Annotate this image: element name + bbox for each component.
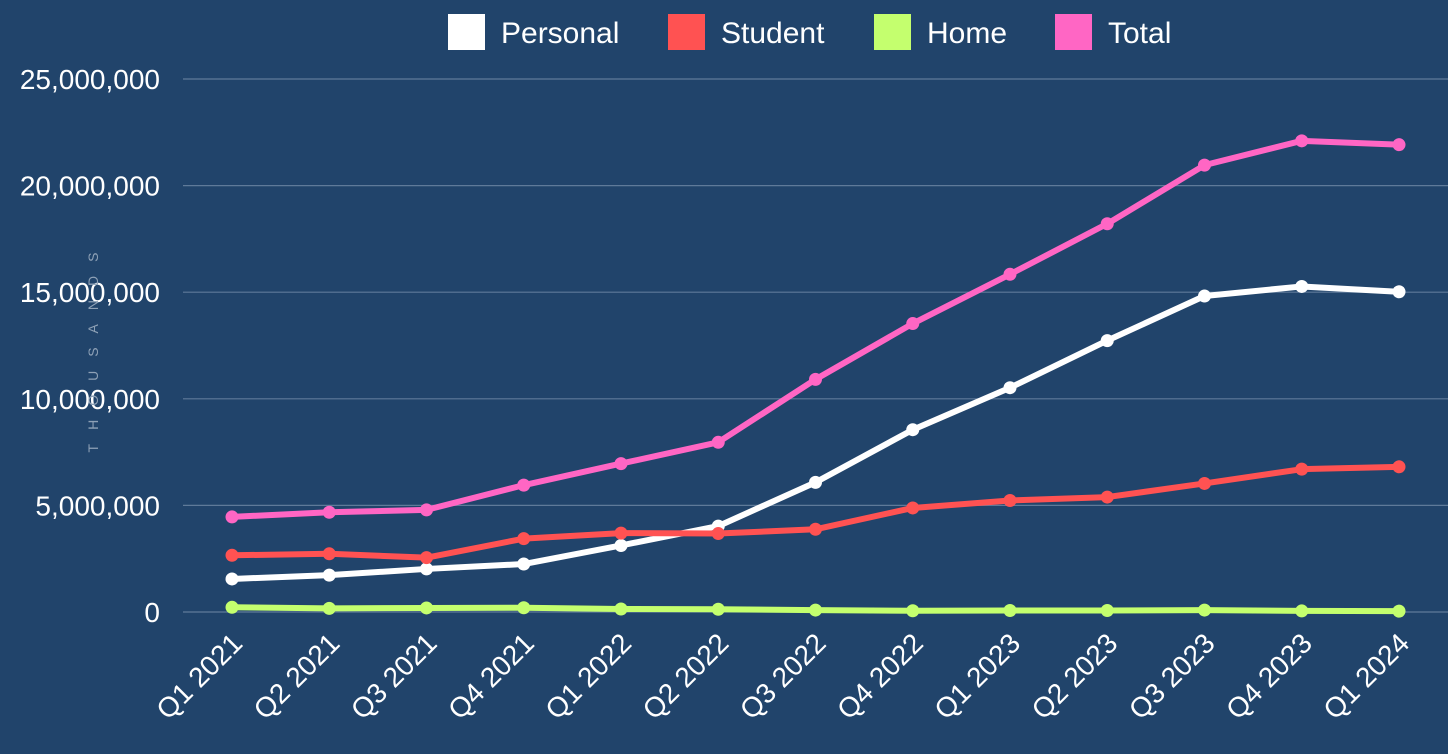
x-tick-label: Q3 2023 [1123,627,1221,725]
x-tick-label: Q1 2024 [1317,627,1415,725]
x-tick-label: Q4 2022 [831,627,929,725]
series-total [225,134,1406,524]
plot-area [225,134,1406,618]
y-tick-label: 25,000,000 [20,64,160,95]
data-point-student [1392,460,1406,474]
data-point-home [322,601,336,615]
data-point-student [711,527,725,541]
data-point-total [1295,134,1309,148]
legend-label-total: Total [1108,17,1171,50]
data-point-personal [322,568,336,582]
data-point-student [614,526,628,540]
data-point-personal [906,423,920,437]
x-tick-label: Q1 2023 [928,627,1026,725]
data-point-student [809,522,822,536]
series-personal [225,279,1406,586]
legend-item-personal[interactable]: Personal [448,14,619,50]
x-tick-label: Q2 2022 [637,627,735,725]
y-tick-label: 0 [144,597,160,628]
data-point-student [1198,476,1211,490]
data-point-total [420,503,433,517]
legend-label-student: Student [721,17,825,50]
x-tick-label: Q2 2023 [1026,627,1124,725]
legend-item-home[interactable]: Home [874,14,1007,50]
data-point-student [1100,490,1114,504]
data-point-home [1003,604,1017,618]
data-point-home [1295,604,1309,618]
x-axis: Q1 2021 Q2 2021 Q3 2021 Q4 2021 Q1 2022 Q2 20… [150,627,1415,725]
y-tick-label: 5,000,000 [35,490,160,521]
data-point-total [1100,217,1114,231]
data-point-total [711,435,725,449]
x-tick-label: Q3 2021 [345,627,443,725]
x-tick-label: Q4 2021 [442,627,540,725]
data-point-home [420,601,433,615]
data-point-total [1198,158,1211,172]
y-tick-label: 20,000,000 [20,171,160,202]
data-point-personal [517,557,531,571]
data-point-home [517,601,531,615]
data-point-home [225,600,239,614]
x-tick-label: Q1 2021 [150,627,248,725]
data-point-student [322,547,336,561]
legend-item-student[interactable]: Student [668,14,825,50]
data-point-home [614,602,628,616]
data-point-total [809,372,822,386]
data-point-student [906,501,920,515]
data-point-student [420,551,433,565]
series-line-total [229,137,1402,520]
y-tick-label: 10,000,000 [20,384,160,415]
y-axis-label: THOUSANDS [85,239,101,453]
data-point-home [1392,604,1406,618]
x-tick-label: Q3 2022 [734,627,832,725]
legend: Personal Student Home Total [448,14,1171,50]
data-point-personal [225,572,239,586]
data-point-student [517,532,531,546]
data-point-student [1295,462,1309,476]
data-point-home [711,602,725,616]
data-point-home [906,604,920,618]
data-point-total [1392,138,1406,152]
series-home [225,600,1406,618]
data-point-personal [1003,381,1017,395]
legend-swatch-total [1055,14,1092,50]
legend-swatch-personal [448,14,485,50]
legend-label-home: Home [927,17,1007,50]
legend-swatch-student [668,14,705,50]
data-point-personal [1198,289,1211,303]
data-point-personal [614,538,628,552]
series-student [225,460,1406,565]
data-point-personal [809,475,822,489]
y-tick-label: 15,000,000 [20,277,160,308]
data-point-home [1198,603,1211,617]
data-point-total [614,457,628,471]
legend-swatch-home [874,14,911,50]
legend-item-total[interactable]: Total [1055,14,1171,50]
data-point-student [225,548,239,562]
data-point-personal [1100,334,1114,348]
data-point-personal [420,562,433,576]
x-tick-label: Q2 2021 [248,627,346,725]
data-point-personal [1295,279,1309,293]
legend-label-personal: Personal [501,17,619,50]
y-axis: 0 5,000,000 10,000,000 15,000,000 20,000,000… [20,64,160,628]
data-point-home [809,603,822,617]
data-point-personal [1392,285,1406,299]
data-point-total [906,317,920,331]
data-point-student [1003,493,1017,507]
data-point-total [1003,267,1017,281]
x-tick-label: Q1 2022 [539,627,637,725]
data-point-home [1100,604,1114,618]
data-point-total [517,478,531,492]
x-tick-label: Q4 2023 [1220,627,1318,725]
data-point-total [322,505,336,519]
data-point-total [225,510,239,524]
